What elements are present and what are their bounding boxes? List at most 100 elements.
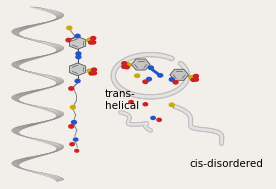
Polygon shape	[55, 178, 63, 181]
Polygon shape	[44, 10, 55, 12]
Polygon shape	[55, 115, 63, 118]
Polygon shape	[21, 37, 31, 39]
Polygon shape	[31, 123, 42, 124]
Polygon shape	[51, 45, 61, 47]
Polygon shape	[55, 112, 63, 115]
Polygon shape	[13, 161, 22, 163]
Polygon shape	[19, 60, 30, 62]
Polygon shape	[42, 141, 52, 143]
Circle shape	[143, 103, 148, 106]
Polygon shape	[40, 55, 51, 56]
Polygon shape	[48, 118, 58, 120]
Circle shape	[193, 78, 198, 81]
Polygon shape	[53, 12, 62, 15]
Polygon shape	[38, 22, 49, 24]
Polygon shape	[24, 38, 35, 40]
Polygon shape	[44, 54, 54, 56]
Polygon shape	[12, 99, 20, 101]
Polygon shape	[56, 81, 64, 84]
Circle shape	[89, 41, 93, 44]
Polygon shape	[54, 148, 63, 151]
Polygon shape	[23, 26, 34, 27]
Polygon shape	[52, 149, 62, 152]
Polygon shape	[23, 125, 34, 126]
Polygon shape	[56, 80, 64, 83]
Polygon shape	[12, 130, 19, 133]
Polygon shape	[16, 68, 26, 71]
Polygon shape	[47, 109, 58, 112]
Polygon shape	[70, 63, 86, 76]
Polygon shape	[22, 59, 33, 61]
Polygon shape	[33, 57, 44, 58]
Polygon shape	[12, 96, 20, 99]
Polygon shape	[41, 153, 51, 155]
Polygon shape	[34, 140, 46, 141]
Circle shape	[169, 103, 174, 107]
Polygon shape	[47, 76, 57, 78]
Polygon shape	[30, 106, 41, 107]
Polygon shape	[56, 146, 64, 149]
Circle shape	[129, 101, 133, 104]
Polygon shape	[46, 86, 56, 88]
Polygon shape	[36, 89, 46, 90]
Polygon shape	[17, 159, 27, 161]
Polygon shape	[18, 126, 28, 128]
Circle shape	[189, 76, 195, 80]
Polygon shape	[54, 79, 63, 81]
Polygon shape	[47, 53, 57, 55]
Polygon shape	[20, 26, 31, 29]
Polygon shape	[37, 107, 48, 108]
Polygon shape	[56, 49, 64, 52]
Polygon shape	[33, 155, 44, 156]
Polygon shape	[13, 100, 22, 102]
Polygon shape	[15, 134, 25, 136]
Polygon shape	[12, 128, 21, 131]
Polygon shape	[26, 105, 37, 106]
Circle shape	[193, 74, 198, 78]
Polygon shape	[13, 95, 21, 98]
Polygon shape	[15, 28, 25, 30]
Polygon shape	[53, 116, 62, 119]
Polygon shape	[131, 59, 150, 70]
Polygon shape	[52, 177, 61, 179]
Polygon shape	[45, 119, 55, 121]
Polygon shape	[14, 166, 23, 169]
Polygon shape	[28, 72, 39, 74]
Polygon shape	[12, 164, 20, 167]
Polygon shape	[22, 158, 33, 160]
Circle shape	[151, 116, 155, 119]
Polygon shape	[12, 131, 20, 134]
Polygon shape	[34, 23, 45, 25]
Polygon shape	[39, 42, 49, 43]
Polygon shape	[53, 17, 62, 20]
Circle shape	[75, 34, 80, 38]
Polygon shape	[48, 19, 58, 22]
Polygon shape	[25, 91, 35, 93]
Circle shape	[169, 78, 174, 81]
Circle shape	[69, 125, 74, 128]
Polygon shape	[32, 172, 43, 173]
Polygon shape	[36, 74, 47, 75]
Polygon shape	[47, 151, 57, 153]
Polygon shape	[28, 171, 39, 172]
Polygon shape	[12, 162, 19, 165]
Polygon shape	[18, 135, 28, 137]
Polygon shape	[20, 102, 30, 105]
Polygon shape	[42, 42, 53, 44]
Polygon shape	[41, 9, 52, 11]
Polygon shape	[54, 177, 63, 180]
Circle shape	[148, 66, 153, 69]
Text: trans-
helical: trans- helical	[105, 89, 139, 111]
Polygon shape	[12, 132, 21, 135]
Polygon shape	[43, 75, 54, 77]
Polygon shape	[19, 158, 30, 160]
Polygon shape	[31, 40, 42, 41]
Circle shape	[158, 74, 163, 77]
Polygon shape	[27, 39, 38, 40]
Polygon shape	[42, 120, 52, 122]
Polygon shape	[32, 73, 43, 74]
Polygon shape	[45, 20, 55, 22]
Circle shape	[122, 62, 127, 65]
Circle shape	[69, 87, 74, 90]
Polygon shape	[13, 62, 22, 65]
